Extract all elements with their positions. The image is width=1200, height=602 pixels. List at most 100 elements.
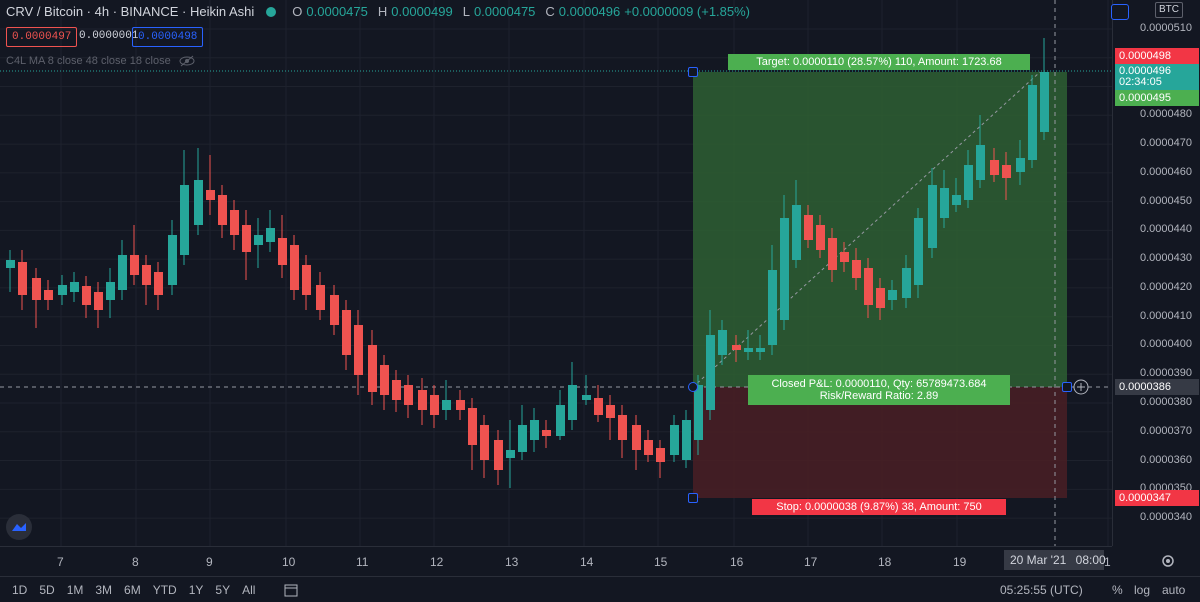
candle-body	[254, 235, 263, 245]
candle-body	[816, 225, 825, 250]
go-to-date-icon[interactable]	[283, 582, 299, 598]
timeframe-button[interactable]: 5D	[39, 583, 55, 597]
log-toggle[interactable]: log	[1134, 583, 1151, 597]
crosshair-date: 20 Mar '21	[1010, 553, 1067, 567]
settings-gear-icon[interactable]	[1160, 553, 1176, 569]
price-tick-label: 0.0000480	[1140, 108, 1192, 121]
crosshair-plus-button[interactable]	[1073, 379, 1089, 395]
crosshair-time-tag: 20 Mar '21 08:00	[1004, 550, 1106, 570]
candle-body	[106, 282, 115, 300]
closed-pnl-label[interactable]: Closed P&L: 0.0000110, Qty: 65789473.684…	[748, 375, 1010, 405]
price-tick-label: 0.0000460	[1140, 165, 1192, 178]
candle-body	[952, 195, 961, 205]
candle-body	[606, 405, 615, 418]
currency-badge[interactable]: BTC	[1155, 2, 1183, 18]
candle-body	[206, 190, 215, 200]
candle-body	[694, 385, 703, 440]
target-price-tag: 0.0000498	[1115, 48, 1199, 64]
price-tick-label: 0.0000390	[1140, 367, 1192, 380]
candle-body	[1002, 165, 1011, 178]
timeframe-button[interactable]: All	[242, 583, 256, 597]
indicator-legend[interactable]: C4L MA 8 close 48 close 18 close	[6, 55, 195, 67]
current-price-tag: 0.0000496 02:34:05	[1115, 64, 1199, 90]
candle-body	[302, 265, 311, 295]
candle-body	[542, 430, 551, 436]
position-trendline	[692, 71, 1041, 388]
candle-body	[902, 268, 911, 298]
time-tick-label: 14	[580, 555, 594, 569]
target-zone	[693, 72, 1067, 387]
stop-zone	[693, 387, 1067, 498]
timeframe-button[interactable]: 3M	[95, 583, 113, 597]
cloud-logo-icon	[12, 523, 26, 531]
hide-eye-icon[interactable]	[179, 55, 195, 67]
candle-body	[530, 420, 539, 440]
auto-toggle[interactable]: auto	[1162, 583, 1186, 597]
percent-toggle[interactable]: %	[1112, 583, 1123, 597]
spread-value: 0.0000001	[79, 30, 139, 42]
price-tick-label: 0.0000420	[1140, 280, 1192, 293]
candle-body	[342, 310, 351, 355]
candle-body	[278, 238, 287, 265]
stop-label[interactable]: Stop: 0.0000038 (9.87%) 38, Amount: 750	[752, 499, 1006, 515]
chart-pane[interactable]: CRV / Bitcoin · 4h · BINANCE · Heikin As…	[0, 0, 1112, 546]
time-tick-label: 13	[505, 555, 519, 569]
time-tick-label: 19	[953, 555, 967, 569]
candle-body	[780, 218, 789, 320]
stop-handle[interactable]	[688, 493, 698, 503]
timeframe-button[interactable]: YTD	[152, 583, 177, 597]
change-value: +0.0000009 (+1.85%)	[624, 4, 751, 19]
close-value: 0.0000496	[558, 4, 621, 19]
time-tick-label: 18	[878, 555, 892, 569]
utc-clock[interactable]: 05:25:55 (UTC)	[1000, 583, 1083, 597]
time-tick-label: 8	[132, 555, 139, 569]
time-tick-label: 16	[730, 555, 744, 569]
candle-body	[430, 395, 439, 415]
candle-body	[380, 365, 389, 395]
candlestick-chart[interactable]	[0, 0, 1112, 546]
candle-body	[964, 165, 973, 200]
candle-body	[494, 440, 503, 470]
candle-body	[632, 425, 641, 450]
candle-body	[142, 265, 151, 285]
sell-price-button[interactable]: 0.0000497	[6, 27, 78, 47]
price-axis[interactable]: BTC 0.00005100.00005000.00004900.0000480…	[1073, 0, 1200, 546]
timeframe-button[interactable]: 1Y	[188, 583, 204, 597]
target-handle[interactable]	[688, 67, 698, 77]
candle-body	[914, 218, 923, 285]
buy-price-button[interactable]: 0.0000498	[132, 27, 204, 47]
entry-handle-right[interactable]	[1062, 382, 1072, 392]
candle-body	[828, 238, 837, 270]
calendar-icon[interactable]	[1111, 4, 1129, 20]
timeframe-button[interactable]: 6M	[124, 583, 141, 597]
candle-body	[840, 252, 849, 262]
candle-body	[242, 225, 251, 252]
candle-body	[506, 450, 515, 458]
candle-body	[442, 400, 451, 410]
candle-body	[70, 282, 79, 292]
current-price-value: 0.0000496	[1119, 65, 1171, 77]
time-tick-label: 1	[1104, 555, 1111, 569]
time-axis[interactable]: 7 8 9 10 11 12 13 14 15 16 17 18 19 1 20 Mar '21 08:0…	[0, 546, 1174, 576]
candle-body	[266, 228, 275, 242]
symbol-title[interactable]: CRV / Bitcoin · 4h · BINANCE · Heikin As…	[6, 4, 255, 19]
candle-body	[644, 440, 653, 455]
price-tick-label: 0.0000450	[1140, 194, 1192, 207]
candle-body	[230, 210, 239, 235]
candle-body	[194, 180, 203, 225]
timeframe-button[interactable]: 1D	[12, 583, 28, 597]
tradingview-logo[interactable]	[6, 514, 32, 540]
time-tick-label: 12	[430, 555, 444, 569]
target-label[interactable]: Target: 0.0000110 (28.57%) 110, Amount: …	[728, 54, 1030, 70]
candle-body	[480, 425, 489, 460]
entry-handle-left[interactable]	[688, 382, 698, 392]
candle-body	[518, 425, 527, 452]
open-label: O	[292, 4, 303, 19]
timeframe-list: 1D 5D 1M 3M 6M YTD 1Y 5Y All	[12, 583, 267, 597]
candle-body	[618, 415, 627, 440]
timeframe-button[interactable]: 1M	[66, 583, 84, 597]
candle-body	[556, 405, 565, 436]
timeframe-button[interactable]: 5Y	[215, 583, 231, 597]
candle-body	[354, 325, 363, 375]
countdown-value: 02:34:05	[1119, 76, 1162, 88]
